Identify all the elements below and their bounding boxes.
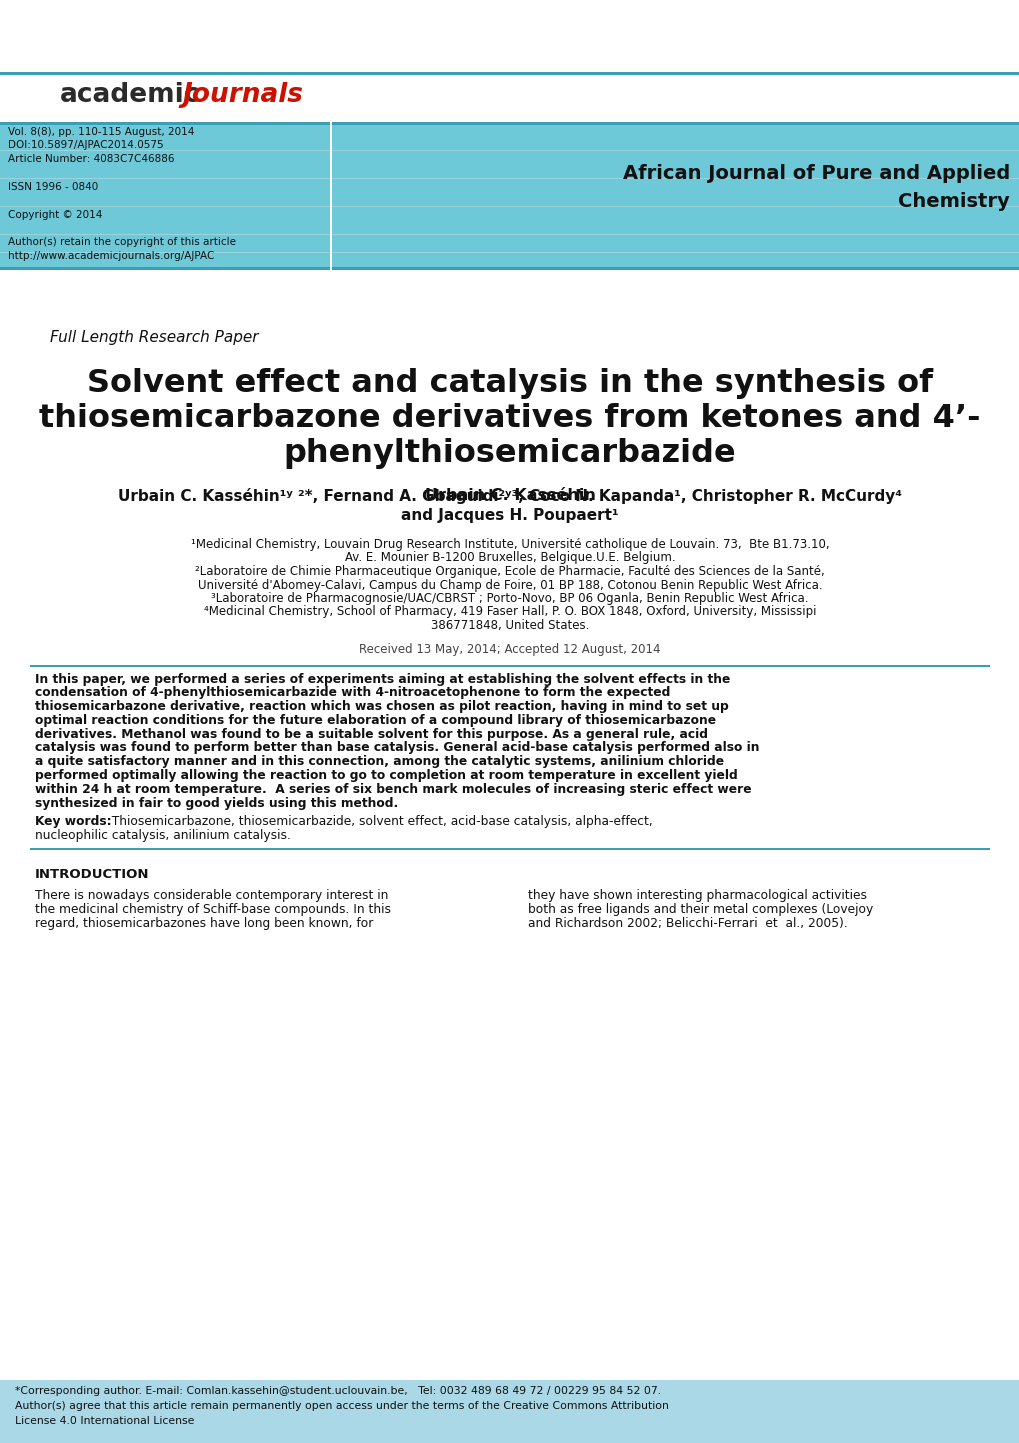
Bar (30, 847, 989, 850)
Text: a quite satisfactory manner and in this connection, among the catalytic systems,: a quite satisfactory manner and in this … (35, 755, 723, 768)
Bar (0, 267, 1019, 270)
Text: Received 13 May, 2014; Accepted 12 August, 2014: Received 13 May, 2014; Accepted 12 Augus… (359, 642, 660, 655)
Text: thiosemicarbazone derivative, reaction which was chosen as pilot reaction, havin: thiosemicarbazone derivative, reaction w… (35, 700, 728, 713)
Text: ³Laboratoire de Pharmacognosie/UAC/CBRST ; Porto-Novo, BP 06 Oganla, Benin Repub: ³Laboratoire de Pharmacognosie/UAC/CBRST… (211, 592, 808, 605)
Text: phenylthiosemicarbazide: phenylthiosemicarbazide (283, 439, 736, 469)
Text: ISSN 1996 - 0840: ISSN 1996 - 0840 (8, 182, 98, 192)
Text: There is nowadays considerable contemporary interest in: There is nowadays considerable contempor… (35, 889, 388, 902)
Text: DOI:10.5897/AJPAC2014.0575: DOI:10.5897/AJPAC2014.0575 (8, 140, 163, 150)
Bar (0, 72, 1019, 75)
Text: ¹Medicinal Chemistry, Louvain Drug Research Institute, Université catholique de : ¹Medicinal Chemistry, Louvain Drug Resea… (191, 538, 828, 551)
Text: catalysis was found to perform better than base catalysis. General acid-base cat: catalysis was found to perform better th… (35, 742, 759, 755)
Text: Solvent effect and catalysis in the synthesis of: Solvent effect and catalysis in the synt… (87, 368, 932, 400)
Text: *Corresponding author. E-mail: Comlan.kassehin@student.uclouvain.be,   Tel: 0032: *Corresponding author. E-mail: Comlan.ka… (15, 1385, 660, 1395)
Text: condensation of 4-phenylthiosemicarbazide with 4-nitroacetophenone to form the e: condensation of 4-phenylthiosemicarbazid… (35, 687, 669, 700)
Text: Author(s) retain the copyright of this article: Author(s) retain the copyright of this a… (8, 237, 235, 247)
Text: Vol. 8(8), pp. 110-115 August, 2014: Vol. 8(8), pp. 110-115 August, 2014 (8, 127, 195, 137)
Text: they have shown interesting pharmacological activities: they have shown interesting pharmacologi… (528, 889, 866, 902)
Text: ²Laboratoire de Chimie Pharmaceutique Organique, Ecole de Pharmacie, Faculté des: ²Laboratoire de Chimie Pharmaceutique Or… (195, 566, 824, 579)
Text: Urbain C. Kasséhin: Urbain C. Kasséhin (424, 488, 595, 504)
Bar (330, 123, 331, 270)
Text: synthesized in fair to good yields using this method.: synthesized in fair to good yields using… (35, 797, 397, 810)
Text: Urbain C. Kasséhin¹ʸ ²*, Fernand A. Gbaguidi²ʸ³, Coco N. Kapanda¹, Christopher R: Urbain C. Kasséhin¹ʸ ²*, Fernand A. Gbag… (118, 488, 901, 504)
Text: Copyright © 2014: Copyright © 2014 (8, 211, 102, 219)
Bar (0, 1380, 1019, 1443)
Text: http://www.academicjournals.org/AJPAC: http://www.academicjournals.org/AJPAC (8, 251, 214, 261)
Text: African Journal of Pure and Applied: African Journal of Pure and Applied (623, 165, 1009, 183)
Text: Journals: Journals (181, 82, 303, 108)
Text: nucleophilic catalysis, anilinium catalysis.: nucleophilic catalysis, anilinium cataly… (35, 830, 290, 843)
Text: License 4.0 International License: License 4.0 International License (15, 1416, 195, 1426)
Text: and Jacques H. Poupaert¹: and Jacques H. Poupaert¹ (400, 508, 619, 522)
Text: and Richardson 2002; Belicchi-Ferrari  et  al., 2005).: and Richardson 2002; Belicchi-Ferrari et… (528, 918, 847, 931)
Text: Av. E. Mounier B-1200 Bruxelles, Belgique.U.E. Belgium.: Av. E. Mounier B-1200 Bruxelles, Belgiqu… (344, 551, 675, 564)
Text: the medicinal chemistry of Schiff-base compounds. In this: the medicinal chemistry of Schiff-base c… (35, 903, 390, 916)
Text: ⁴Medicinal Chemistry, School of Pharmacy, 419 Faser Hall, P. O. BOX 1848, Oxford: ⁴Medicinal Chemistry, School of Pharmacy… (204, 606, 815, 619)
Bar (0, 123, 1019, 270)
Text: within 24 h at room temperature.  A series of six bench mark molecules of increa: within 24 h at room temperature. A serie… (35, 784, 751, 797)
Text: derivatives. Methanol was found to be a suitable solvent for this purpose. As a : derivatives. Methanol was found to be a … (35, 727, 707, 740)
Text: 386771848, United States.: 386771848, United States. (430, 619, 589, 632)
Text: Article Number: 4083C7C46886: Article Number: 4083C7C46886 (8, 154, 174, 165)
Text: Chemistry: Chemistry (898, 192, 1009, 211)
Text: thiosemicarbazone derivatives from ketones and 4’-: thiosemicarbazone derivatives from keton… (39, 403, 980, 434)
Text: both as free ligands and their metal complexes (Lovejoy: both as free ligands and their metal com… (528, 903, 872, 916)
Text: Université d'Abomey-Calavi, Campus du Champ de Foire, 01 BP 188, Cotonou Benin R: Université d'Abomey-Calavi, Campus du Ch… (198, 579, 821, 592)
Text: academic: academic (60, 82, 200, 108)
Bar (30, 664, 989, 667)
Text: Full Length Research Paper: Full Length Research Paper (50, 330, 258, 345)
Text: Key words:: Key words: (35, 815, 111, 828)
Text: performed optimally allowing the reaction to go to completion at room temperatur: performed optimally allowing the reactio… (35, 769, 737, 782)
Text: Thiosemicarbazone, thiosemicarbazide, solvent effect, acid-base catalysis, alpha: Thiosemicarbazone, thiosemicarbazide, so… (104, 815, 652, 828)
Text: INTRODUCTION: INTRODUCTION (35, 867, 150, 880)
Text: Author(s) agree that this article remain permanently open access under the terms: Author(s) agree that this article remain… (15, 1401, 668, 1411)
Text: In this paper, we performed a series of experiments aiming at establishing the s: In this paper, we performed a series of … (35, 672, 730, 685)
Bar (0, 123, 1019, 126)
Text: optimal reaction conditions for the future elaboration of a compound library of : optimal reaction conditions for the futu… (35, 714, 715, 727)
Text: regard, thiosemicarbazones have long been known, for: regard, thiosemicarbazones have long bee… (35, 918, 373, 931)
